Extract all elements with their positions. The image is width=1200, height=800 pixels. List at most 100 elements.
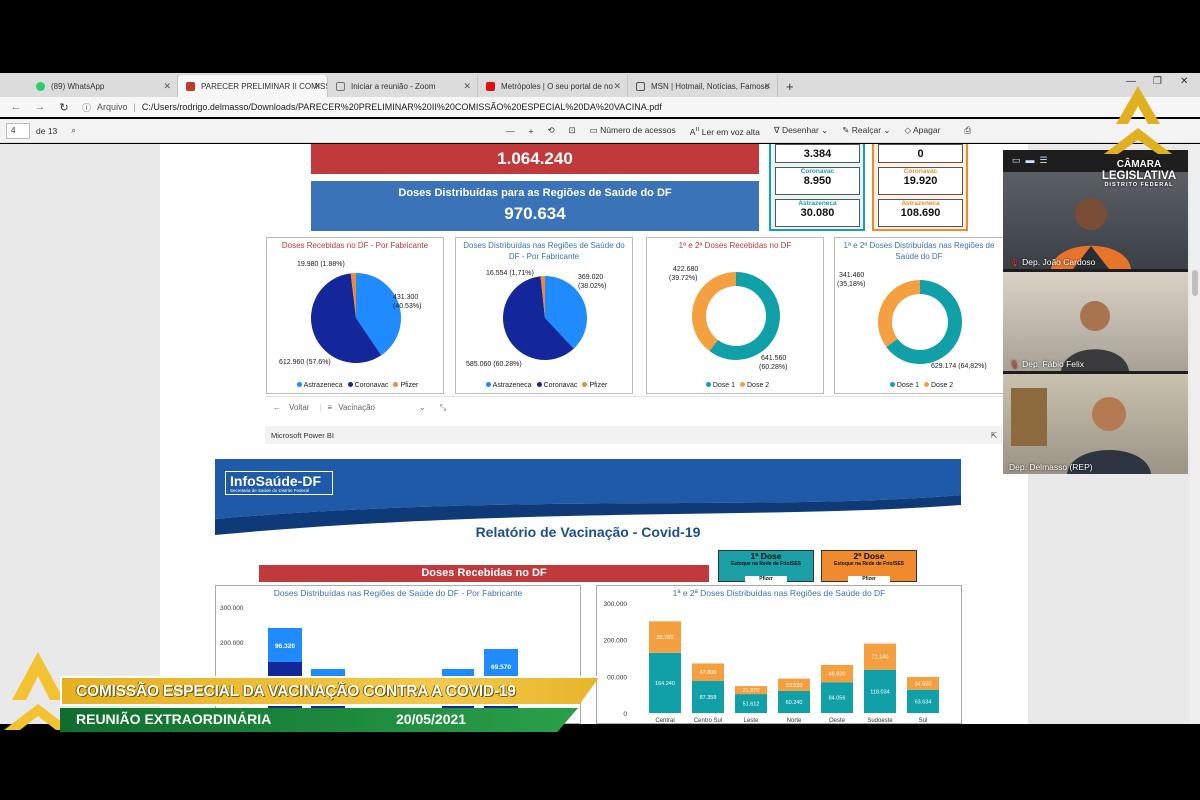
y-tick-label: 200.000	[604, 638, 628, 645]
close-tab-icon[interactable]: ✕	[763, 80, 771, 91]
print-icon[interactable]: ⎙	[964, 125, 972, 135]
bar-dose2-central	[649, 621, 681, 653]
close-tab-icon[interactable]: ✕	[463, 80, 471, 91]
back-icon[interactable]: ←	[10, 101, 22, 113]
legend: Dose 1 Dose 2	[835, 382, 1003, 389]
pie-slice-coronavac	[311, 273, 382, 363]
erase-button[interactable]: ◇ Apagar	[904, 125, 941, 135]
stock-box: Coronavac 8.950	[775, 167, 860, 195]
highlight-button[interactable]: ✎ Realçar ⌄	[842, 125, 891, 135]
stock-dose2-panel: 0 Coronavac 19.920 Astrazeneca 108.690	[872, 144, 968, 231]
bar-dose1-norte	[778, 690, 810, 713]
tab-msn[interactable]: MSN | Hotmail, Notícias, Famoso ✕	[628, 75, 778, 97]
page-selector[interactable]: Vacinação	[338, 403, 375, 412]
pdf-icon	[186, 81, 195, 91]
video-tile-1[interactable]: 🎙 Dep. João Cardoso	[1003, 172, 1188, 269]
bar-dose1-oeste	[821, 682, 853, 713]
video-tile-2[interactable]: 🎙 Dep. Fábio Felix	[1003, 272, 1188, 371]
bar-dose1-central	[649, 652, 681, 713]
bar-dose2-oeste	[821, 664, 853, 683]
bar-value-label: 71.140	[872, 655, 889, 661]
infosaude-banner: InfoSaúde-DF Secretaria de Saúde do Distr…	[215, 459, 961, 547]
bar-value-label: 84.056	[829, 696, 846, 702]
total-received-value: 1.064.240	[311, 144, 759, 174]
pie-slice-astrazeneca	[356, 273, 401, 356]
x-category-label: Norte	[787, 718, 802, 724]
close-tab-icon[interactable]: ✕	[613, 80, 621, 91]
bar-value-label: 85.780	[657, 635, 674, 641]
video-tile-3[interactable]: Dep. Delmasso (REP)	[1003, 374, 1188, 474]
scrollbar[interactable]	[1190, 144, 1200, 724]
pie-slice-dose-1	[709, 272, 780, 360]
bar-value-label: 21.970	[743, 688, 760, 694]
tab-whatsapp[interactable]: (89) WhatsApp ✕	[28, 75, 178, 97]
pdf-toolbar: 4 de 13 ⌕ — + ⟲ ⊡ ▭ Número de acessos Aı…	[0, 119, 1200, 143]
zoom-out-icon[interactable]: —	[506, 125, 515, 136]
pie-slice-dose-2	[692, 272, 736, 352]
share-icon[interactable]: ⇱	[990, 430, 997, 440]
back-arrow-icon[interactable]: ←	[273, 403, 281, 412]
x-category-label: Central	[655, 718, 674, 724]
bar-dose2-sul	[907, 677, 939, 690]
maximize-icon[interactable]: ❐	[1153, 76, 1162, 87]
dose1-stock-box: 1ª Dose Estoque na Rede de Frio/SES Pfiz…	[718, 550, 814, 582]
url-field[interactable]: C:/Users/rodrigo.delmasso/Downloads/PARE…	[141, 102, 662, 112]
y-tick-label: 300.000	[604, 601, 628, 608]
zoom-in-icon[interactable]: +	[528, 125, 534, 136]
bar-value-label: 60.240	[786, 700, 803, 706]
close-tab-icon[interactable]: ✕	[313, 80, 321, 91]
refresh-icon[interactable]: ↻	[59, 101, 69, 114]
slice-label: (60.28%)	[759, 364, 788, 371]
camara-logo-mark	[1104, 86, 1172, 154]
report-title: Relatório de Vacinação - Covid-19	[475, 524, 701, 540]
bar-value-label: 96.320	[275, 643, 295, 650]
y-tick-label: 200.000	[220, 640, 244, 647]
pie-chart-distributed	[503, 276, 587, 360]
rotate-icon[interactable]: ⟲	[547, 125, 555, 135]
tab-parecer[interactable]: PARECER PRELIMINAR II COMISS ✕	[178, 75, 328, 97]
lower-third-title: COMISSÃO ESPECIAL DA VACINAÇÃO CONTRA A …	[76, 683, 516, 700]
voltar-button[interactable]: Voltar	[289, 403, 310, 412]
close-window-icon[interactable]: ✕	[1180, 76, 1189, 87]
chart-title: Doses Distribuídas nas Regiões de Saúde …	[273, 588, 523, 598]
video-view-icons[interactable]: ▭ ▬ ☰	[1012, 155, 1048, 165]
window-menu-icon[interactable]	[0, 75, 28, 97]
whatsapp-icon	[36, 81, 45, 91]
tab-bar: (89) WhatsApp ✕ PARECER PRELIMINAR II COM…	[0, 73, 1200, 97]
fit-page-icon[interactable]: ⊡	[568, 125, 576, 135]
powerbi-footer: Microsoft Power BI ⇱	[265, 426, 1005, 444]
new-tab-button[interactable]: +	[786, 78, 794, 94]
lower-third-subtitle: REUNIÃO EXTRAORDINÁRIA	[76, 711, 272, 727]
close-tab-icon[interactable]: ✕	[163, 80, 171, 91]
draw-button[interactable]: ∇ Desenhar ⌄	[773, 125, 829, 135]
pie-panel-distributed: Doses Distribuídas nas Regiões de Saúde …	[455, 237, 633, 394]
regions-bar-chart: 0 00.000 200.000 300.000 164.240 85.780 Centra…	[604, 601, 939, 724]
bar-dose2-norte	[778, 678, 810, 691]
minimize-icon[interactable]: —	[1126, 76, 1136, 87]
scroll-thumb[interactable]	[1192, 270, 1198, 296]
distributed-value: 970.634	[504, 204, 566, 223]
bar-value-label: 69.570	[491, 664, 511, 671]
address-prefix: Arquivo	[97, 102, 128, 112]
muted-mic-icon: 🎙	[1009, 258, 1020, 267]
page-number-input[interactable]: 4	[6, 122, 30, 139]
search-icon[interactable]: ⌕	[71, 125, 77, 135]
tab-metropoles[interactable]: Metrópoles | O seu portal de no ✕	[478, 75, 628, 97]
y-tick-label: 0	[623, 711, 627, 718]
read-aloud-button[interactable]: Aıı Ler em voz alta	[689, 124, 760, 137]
panel-title: Doses Recebidas no DF - Por Fabricante	[281, 241, 429, 250]
bar-dose2-sudoeste	[864, 643, 896, 670]
page-icon	[336, 81, 345, 91]
bar-dose2-centro-sul	[692, 663, 724, 681]
pie-slice-dose-1	[886, 280, 962, 364]
access-button[interactable]: ▭ Número de acessos	[589, 125, 676, 135]
collapse-icon[interactable]: ⤡	[439, 402, 447, 412]
tab-zoom[interactable]: Iniciar a reunião - Zoom ✕	[328, 75, 478, 97]
bar-value-label: 46.930	[829, 672, 846, 678]
forward-icon[interactable]: →	[34, 101, 46, 113]
bar-value-label: 118.034	[870, 689, 889, 695]
chevron-down-icon[interactable]: ⌄	[418, 403, 426, 412]
y-tick-label: 00.000	[607, 674, 627, 681]
slice-label: 19.980 (1.88%)	[297, 261, 345, 268]
chart-title: 1ª e 2ª Doses Distribuídas nas Regiões d…	[672, 588, 886, 598]
